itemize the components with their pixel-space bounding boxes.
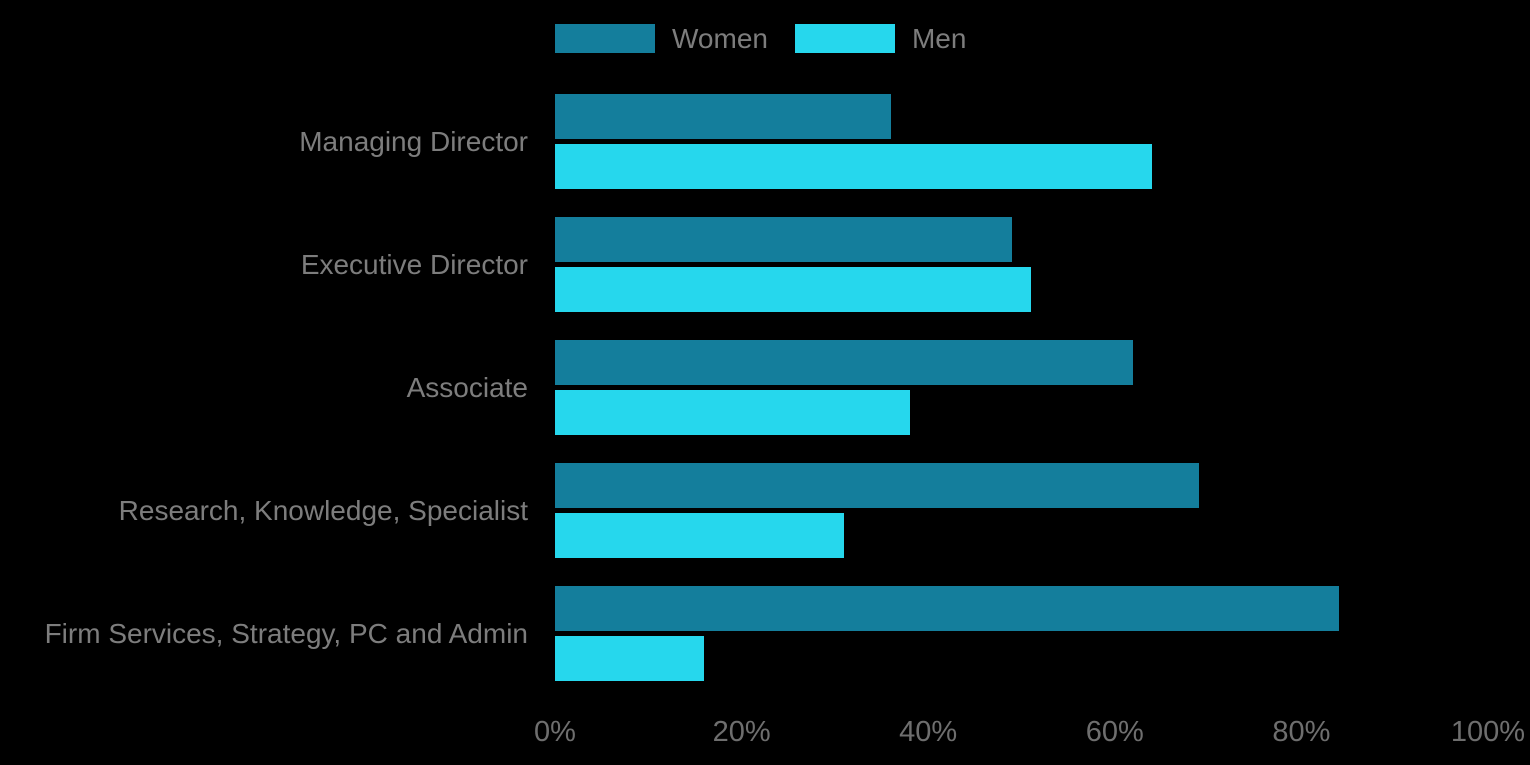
bar-group-4 — [555, 586, 1488, 681]
bar-group-3 — [555, 463, 1488, 558]
bar-women-3 — [555, 463, 1199, 508]
legend-swatch-women — [555, 24, 655, 53]
x-axis-tick-1: 20% — [712, 716, 771, 748]
x-axis-tick-4: 80% — [1272, 716, 1331, 748]
category-label-4: Firm Services, Strategy, PC and Admin — [44, 617, 528, 649]
legend-label-women: Women — [672, 23, 768, 54]
chart-row-4: Firm Services, Strategy, PC and Admin — [0, 586, 1530, 709]
bar-group-1 — [555, 217, 1488, 312]
x-axis-tick-2: 40% — [899, 716, 958, 748]
chart-row-0: Managing Director — [0, 94, 1530, 217]
category-label-3: Research, Knowledge, Specialist — [118, 494, 528, 526]
bar-men-1 — [555, 267, 1031, 312]
bar-group-0 — [555, 94, 1488, 189]
x-axis-tick-5: 100% — [1450, 716, 1526, 748]
bar-men-2 — [555, 390, 910, 435]
legend: Women Men — [555, 24, 966, 53]
bar-women-2 — [555, 340, 1134, 385]
category-label-0: Managing Director — [299, 125, 528, 157]
bar-group-2 — [555, 340, 1488, 435]
chart-row-1: Executive Director — [0, 217, 1530, 340]
bar-women-0 — [555, 94, 891, 139]
category-label-1: Executive Director — [300, 248, 528, 280]
bar-men-4 — [555, 636, 705, 681]
chart-row-3: Research, Knowledge, Specialist — [0, 463, 1530, 586]
x-axis-tick-3: 60% — [1085, 716, 1144, 748]
x-axis: 0% 20% 40% 60% 80% 100% — [534, 716, 1525, 756]
plot-area: Managing Director Executive Director Assoc… — [0, 94, 1530, 709]
x-axis-tick-0: 0% — [534, 716, 576, 748]
bar-men-0 — [555, 144, 1153, 189]
bar-women-1 — [555, 217, 1013, 262]
legend-swatch-men — [794, 24, 895, 53]
bar-men-3 — [555, 513, 845, 558]
bar-women-4 — [555, 586, 1339, 631]
chart-row-2: Associate — [0, 340, 1530, 463]
category-label-2: Associate — [406, 371, 528, 403]
legend-label-men: Men — [911, 23, 967, 54]
